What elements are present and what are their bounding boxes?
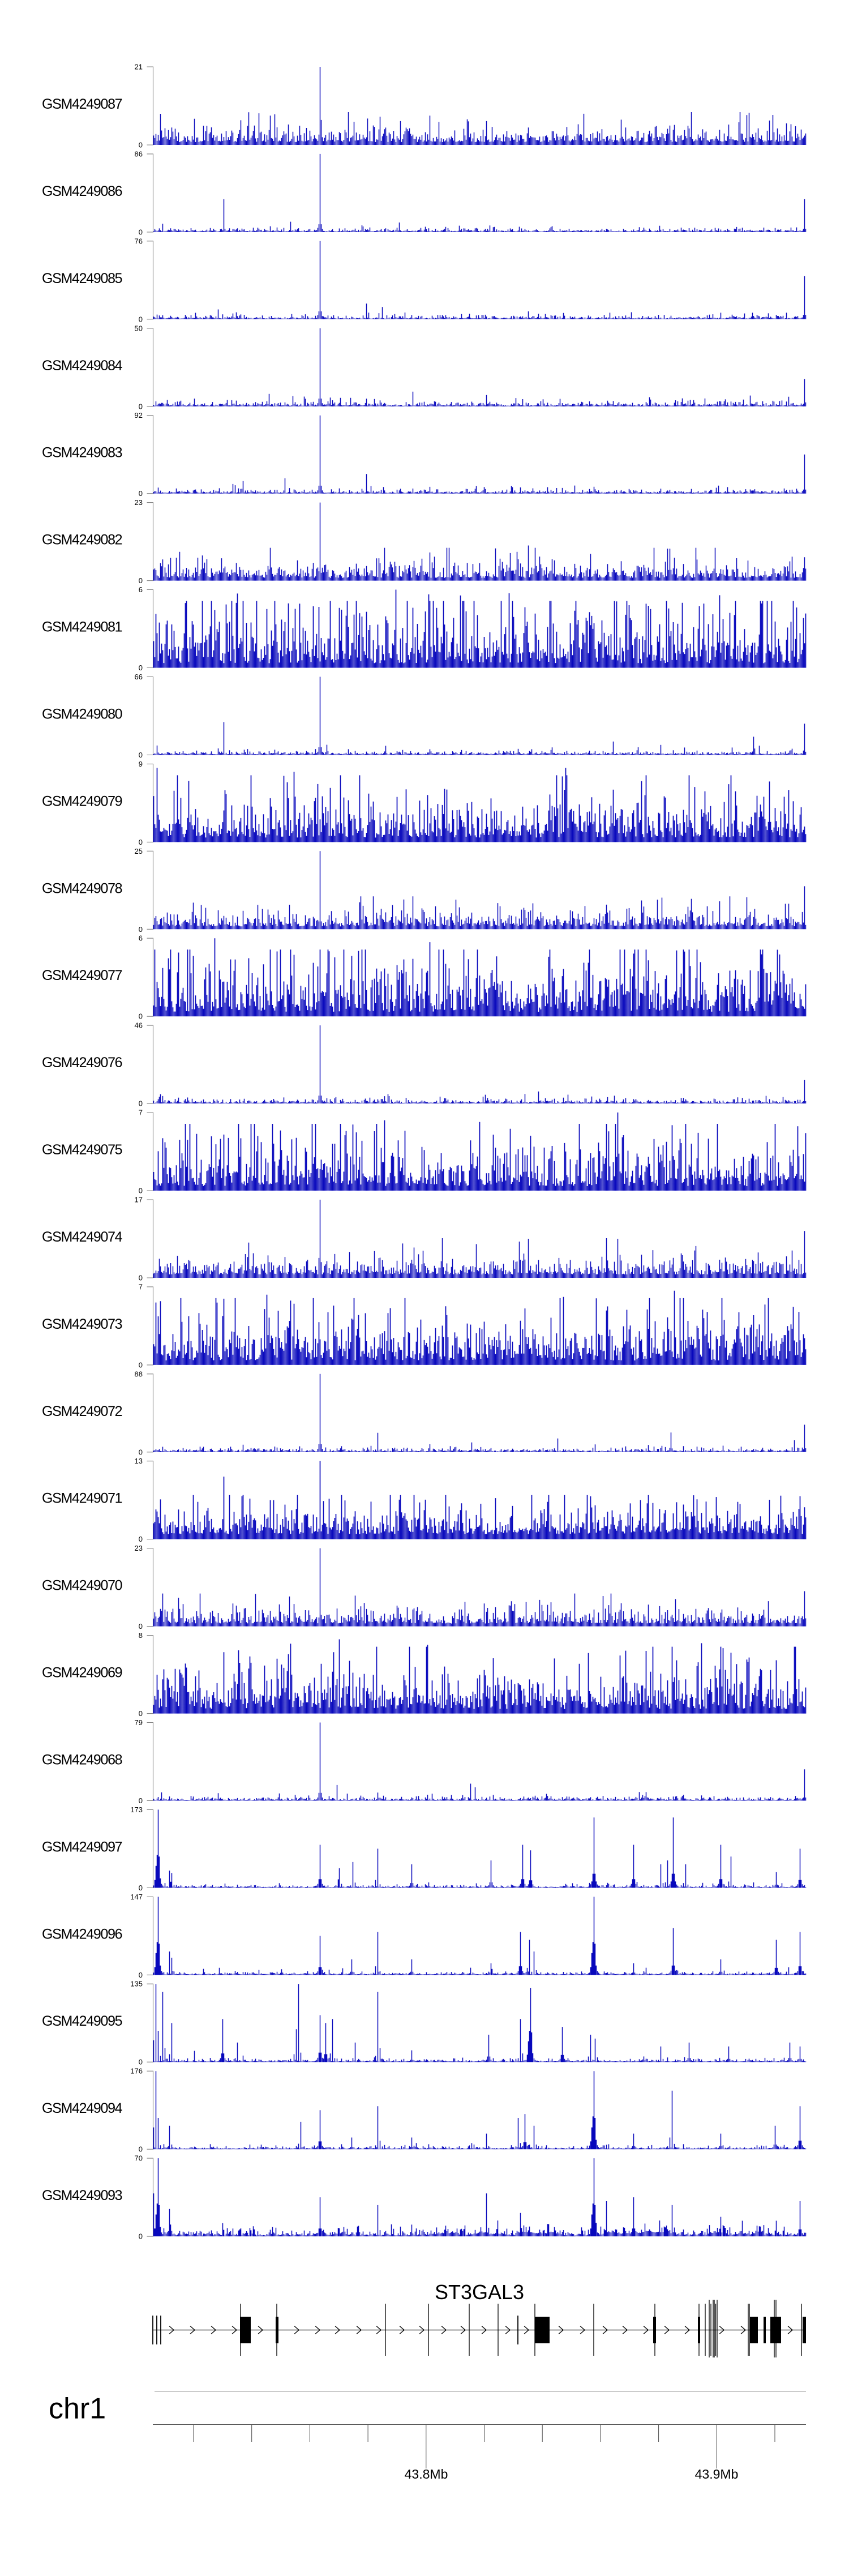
svg-text:GSM4249070: GSM4249070	[42, 1578, 122, 1594]
svg-text:0: 0	[139, 489, 143, 498]
svg-text:ST3GAL3: ST3GAL3	[435, 2280, 524, 2304]
svg-text:66: 66	[135, 673, 143, 681]
svg-text:GSM4249094: GSM4249094	[42, 2100, 123, 2116]
svg-text:GSM4249074: GSM4249074	[42, 1229, 123, 1245]
svg-text:0: 0	[139, 402, 143, 410]
svg-text:50: 50	[135, 324, 143, 332]
svg-text:0: 0	[139, 2058, 143, 2066]
svg-text:GSM4249071: GSM4249071	[42, 1491, 122, 1507]
svg-text:23: 23	[135, 1544, 143, 1552]
svg-text:0: 0	[139, 2232, 143, 2241]
svg-text:GSM4249086: GSM4249086	[42, 183, 122, 199]
svg-text:6: 6	[139, 934, 143, 943]
svg-text:GSM4249075: GSM4249075	[42, 1142, 122, 1158]
svg-text:GSM4249076: GSM4249076	[42, 1055, 122, 1071]
svg-text:GSM4249080: GSM4249080	[42, 706, 122, 722]
svg-text:GSM4249096: GSM4249096	[42, 1926, 122, 1942]
svg-text:13: 13	[135, 1457, 143, 1465]
svg-text:9: 9	[139, 760, 143, 768]
svg-text:0: 0	[139, 838, 143, 846]
svg-text:GSM4249083: GSM4249083	[42, 445, 122, 461]
svg-text:17: 17	[135, 1196, 143, 1204]
svg-text:GSM4249082: GSM4249082	[42, 532, 122, 548]
svg-text:92: 92	[135, 411, 143, 420]
svg-text:GSM4249097: GSM4249097	[42, 1839, 122, 1855]
svg-text:135: 135	[130, 1980, 143, 1988]
svg-text:7: 7	[139, 1109, 143, 1117]
svg-text:0: 0	[139, 1099, 143, 1108]
svg-text:GSM4249072: GSM4249072	[42, 1403, 122, 1419]
svg-text:0: 0	[139, 315, 143, 323]
svg-text:GSM4249077: GSM4249077	[42, 968, 122, 983]
svg-text:chr1: chr1	[49, 2393, 106, 2425]
svg-text:79: 79	[135, 1718, 143, 1727]
svg-text:0: 0	[139, 1535, 143, 1543]
svg-text:GSM4249085: GSM4249085	[42, 271, 122, 286]
svg-text:GSM4249095: GSM4249095	[42, 2013, 122, 2029]
svg-text:76: 76	[135, 237, 143, 245]
svg-text:0: 0	[139, 1187, 143, 1195]
svg-text:0: 0	[139, 1448, 143, 1456]
svg-text:0: 0	[139, 1884, 143, 1892]
svg-text:0: 0	[139, 664, 143, 672]
svg-text:0: 0	[139, 1709, 143, 1718]
svg-text:173: 173	[130, 1805, 143, 1814]
svg-text:0: 0	[139, 1796, 143, 1805]
svg-text:0: 0	[139, 2145, 143, 2154]
svg-text:25: 25	[135, 847, 143, 855]
svg-text:GSM4249069: GSM4249069	[42, 1665, 122, 1681]
svg-text:70: 70	[135, 2154, 143, 2163]
svg-text:8: 8	[139, 1631, 143, 1640]
svg-text:0: 0	[139, 1012, 143, 1021]
svg-text:0: 0	[139, 925, 143, 934]
svg-text:86: 86	[135, 149, 143, 158]
svg-text:GSM4249073: GSM4249073	[42, 1316, 122, 1332]
svg-text:6: 6	[139, 585, 143, 594]
svg-text:23: 23	[135, 498, 143, 507]
svg-text:GSM4249081: GSM4249081	[42, 619, 122, 635]
svg-text:GSM4249078: GSM4249078	[42, 880, 122, 896]
svg-text:21: 21	[135, 63, 143, 71]
svg-text:0: 0	[139, 141, 143, 149]
svg-text:0: 0	[139, 1971, 143, 1979]
svg-text:0: 0	[139, 228, 143, 236]
svg-text:0: 0	[139, 751, 143, 759]
svg-text:GSM4249068: GSM4249068	[42, 1752, 122, 1768]
svg-text:147: 147	[130, 1893, 143, 1901]
svg-text:43.9Mb: 43.9Mb	[695, 2467, 739, 2481]
svg-text:GSM4249087: GSM4249087	[42, 96, 122, 112]
svg-text:43.8Mb: 43.8Mb	[405, 2467, 448, 2481]
svg-text:GSM4249079: GSM4249079	[42, 793, 122, 809]
svg-text:GSM4249084: GSM4249084	[42, 358, 123, 374]
svg-text:176: 176	[130, 2067, 143, 2076]
svg-text:88: 88	[135, 1370, 143, 1378]
svg-text:0: 0	[139, 576, 143, 585]
svg-text:0: 0	[139, 1622, 143, 1631]
svg-text:46: 46	[135, 1021, 143, 1030]
svg-text:0: 0	[139, 1360, 143, 1369]
svg-text:0: 0	[139, 1274, 143, 1282]
svg-text:7: 7	[139, 1282, 143, 1291]
svg-text:GSM4249093: GSM4249093	[42, 2188, 122, 2203]
